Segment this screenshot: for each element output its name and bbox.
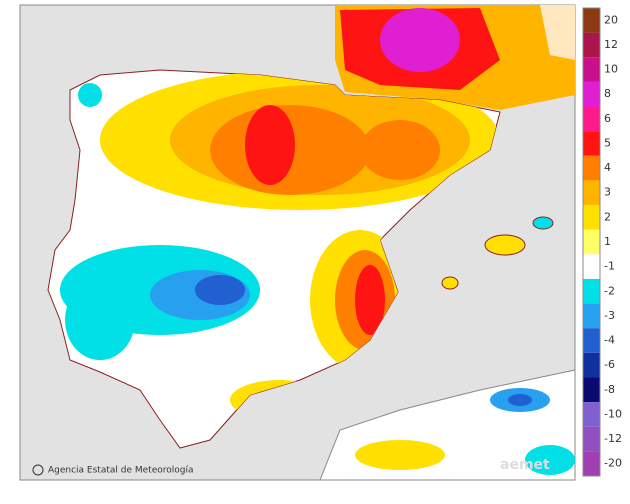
legend-swatch bbox=[583, 229, 600, 255]
credit-icon bbox=[32, 464, 44, 476]
balearics bbox=[441, 216, 554, 290]
legend-swatch bbox=[583, 377, 600, 403]
legend-label: -3 bbox=[604, 309, 615, 322]
credit: Agencia Estatal de Meteorología bbox=[48, 466, 194, 476]
legend-label: 10 bbox=[604, 63, 618, 76]
legend-label: 6 bbox=[604, 112, 611, 125]
legend-label: 5 bbox=[604, 136, 611, 149]
legend-swatch bbox=[583, 205, 600, 230]
africa bbox=[319, 369, 576, 481]
legend-label: 20 bbox=[604, 13, 618, 26]
iberia bbox=[47, 69, 501, 449]
legend-swatch bbox=[583, 278, 600, 304]
legend-label: -2 bbox=[604, 284, 615, 297]
legend-label: 4 bbox=[604, 161, 611, 174]
legend-swatch bbox=[583, 352, 600, 378]
watermark: aemet bbox=[500, 457, 550, 473]
legend-swatch bbox=[583, 131, 600, 156]
legend-label: -10 bbox=[604, 407, 622, 420]
legend-swatch bbox=[583, 451, 600, 476]
legend-label: -12 bbox=[604, 432, 622, 445]
legend-swatch bbox=[583, 155, 600, 181]
legend-swatch bbox=[583, 8, 600, 33]
legend-label: -20 bbox=[604, 457, 622, 470]
legend-label: 1 bbox=[604, 235, 611, 248]
legend-swatch bbox=[583, 426, 600, 452]
legend-label: 3 bbox=[604, 186, 611, 199]
legend-swatch bbox=[583, 303, 600, 329]
legend-label: -1 bbox=[604, 260, 615, 273]
legend-swatch bbox=[583, 254, 600, 279]
legend-label: -4 bbox=[604, 334, 615, 347]
legend-label: -6 bbox=[604, 358, 615, 371]
legend-swatch bbox=[583, 180, 600, 206]
legend-label: 2 bbox=[604, 210, 611, 223]
legend-swatch bbox=[583, 328, 600, 353]
legend-swatch bbox=[583, 57, 600, 82]
legend: 20 12 10 8 6 5 4 3 2 1 -1 -2 -3 -4 -6 -8 -10 -12 -20 bbox=[582, 7, 622, 477]
legend-swatch bbox=[583, 81, 600, 107]
legend-label: 8 bbox=[604, 87, 611, 100]
legend-frame bbox=[582, 7, 601, 477]
legend-swatch bbox=[583, 106, 600, 132]
legend-swatch bbox=[583, 32, 600, 58]
france bbox=[335, 5, 575, 110]
legend-swatch bbox=[583, 402, 600, 427]
legend-label: -8 bbox=[604, 383, 615, 396]
legend-label: 12 bbox=[604, 38, 618, 51]
